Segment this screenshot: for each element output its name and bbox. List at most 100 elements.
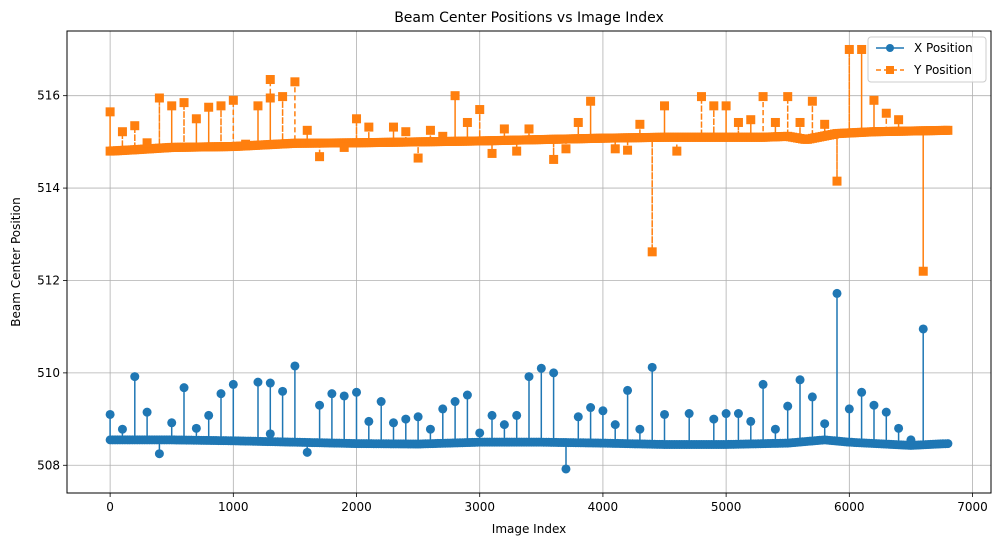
- data-point-spike: [401, 414, 411, 424]
- data-point-spike: [512, 146, 522, 156]
- data-point-spike: [302, 447, 312, 457]
- data-point-spike: [352, 114, 362, 124]
- data-point-spike: [302, 125, 312, 135]
- data-point-spike: [844, 44, 854, 54]
- chart-title: Beam Center Positions vs Image Index: [394, 10, 664, 26]
- data-point-spike: [462, 117, 472, 127]
- data-point-spike: [918, 266, 928, 276]
- data-point-spike: [241, 139, 251, 149]
- data-point-spike: [265, 429, 275, 439]
- data-point-spike: [733, 117, 743, 127]
- x-tick-label: 7000: [957, 500, 988, 514]
- data-point-spike: [524, 372, 534, 382]
- data-point-spike: [869, 95, 879, 105]
- data-point-spike: [709, 414, 719, 424]
- data-point-spike: [438, 131, 448, 141]
- data-point-spike: [228, 95, 238, 105]
- data-point-spike: [746, 115, 756, 125]
- data-point-spike: [635, 424, 645, 434]
- data-point-spike: [820, 119, 830, 129]
- data-point-spike: [154, 93, 164, 103]
- data-point-spike: [844, 404, 854, 414]
- legend-marker-y-position: [886, 66, 894, 74]
- data-point-spike: [315, 400, 325, 410]
- data-point-spike: [586, 403, 596, 413]
- data-point-spike: [647, 247, 657, 257]
- data-point-spike: [388, 122, 398, 132]
- data-point-spike: [290, 361, 300, 371]
- data-point-spike: [561, 464, 571, 474]
- data-point-spike: [364, 122, 374, 132]
- data-point-spike: [524, 124, 534, 134]
- data-point-spike: [721, 409, 731, 419]
- data-point-spike: [438, 404, 448, 414]
- data-point-spike: [364, 416, 374, 426]
- data-point-spike: [561, 144, 571, 154]
- data-point-spike: [462, 390, 472, 400]
- data-point-spike: [573, 412, 583, 422]
- data-point-spike: [549, 368, 559, 378]
- data-point-spike: [684, 409, 694, 419]
- series-y-position: [105, 44, 953, 276]
- data-point-spike: [413, 153, 423, 163]
- data-point-spike: [906, 435, 916, 445]
- data-point-spike: [154, 449, 164, 459]
- data-point-spike: [487, 410, 497, 420]
- data-point-spike: [216, 389, 226, 399]
- data-point-spike: [327, 389, 337, 399]
- data-point-spike: [204, 410, 214, 420]
- legend-marker-x-position: [886, 44, 894, 52]
- data-point-spike: [746, 416, 756, 426]
- series-layer: [105, 44, 953, 474]
- data-point-spike: [573, 117, 583, 127]
- data-point-spike: [499, 124, 509, 134]
- data-point-spike: [721, 101, 731, 111]
- data-point-spike: [401, 127, 411, 137]
- data-point-spike: [278, 92, 288, 102]
- data-point-spike: [179, 383, 189, 393]
- data-point: [943, 125, 953, 135]
- x-tick-label: 0: [106, 500, 114, 514]
- x-tick-label: 5000: [711, 500, 742, 514]
- y-axis-label: Beam Center Position: [9, 197, 23, 326]
- x-tick-label: 6000: [834, 500, 865, 514]
- data-point-spike: [807, 96, 817, 106]
- plot-area: [66, 30, 992, 494]
- data-point-spike: [130, 121, 140, 131]
- data-point-spike: [388, 418, 398, 428]
- data-point-spike: [167, 101, 177, 111]
- data-point-spike: [216, 101, 226, 111]
- data-point-spike: [228, 379, 238, 389]
- y-tick-label: 510: [37, 366, 60, 380]
- data-point-spike: [105, 107, 115, 117]
- data-point-spike: [660, 101, 670, 111]
- data-point-spike: [253, 377, 263, 387]
- data-point-spike: [450, 91, 460, 101]
- data-point-spike: [869, 400, 879, 410]
- data-point-spike: [142, 138, 152, 148]
- data-point-spike: [117, 127, 127, 137]
- data-point-spike: [265, 378, 275, 388]
- data-point-spike: [179, 98, 189, 108]
- data-point-spike: [857, 44, 867, 54]
- data-point-spike: [586, 96, 596, 106]
- data-point-spike: [758, 379, 768, 389]
- y-tick-label: 516: [37, 89, 60, 103]
- data-point-spike: [352, 387, 362, 397]
- data-point-spike: [696, 92, 706, 102]
- data-point-spike: [610, 420, 620, 430]
- legend: X Position Y Position: [867, 36, 987, 83]
- data-point-spike: [512, 410, 522, 420]
- data-point-spike: [783, 92, 793, 102]
- data-point-spike: [647, 362, 657, 372]
- data-point: [943, 439, 953, 449]
- data-point-spike: [672, 146, 682, 156]
- x-tick-label: 3000: [464, 500, 495, 514]
- data-point-spike: [117, 424, 127, 434]
- data-point-spike: [536, 363, 546, 373]
- data-point-spike: [832, 176, 842, 186]
- x-tick-label: 1000: [218, 500, 249, 514]
- data-point-spike: [425, 424, 435, 434]
- data-point-spike: [499, 420, 509, 430]
- data-point-spike: [475, 105, 485, 115]
